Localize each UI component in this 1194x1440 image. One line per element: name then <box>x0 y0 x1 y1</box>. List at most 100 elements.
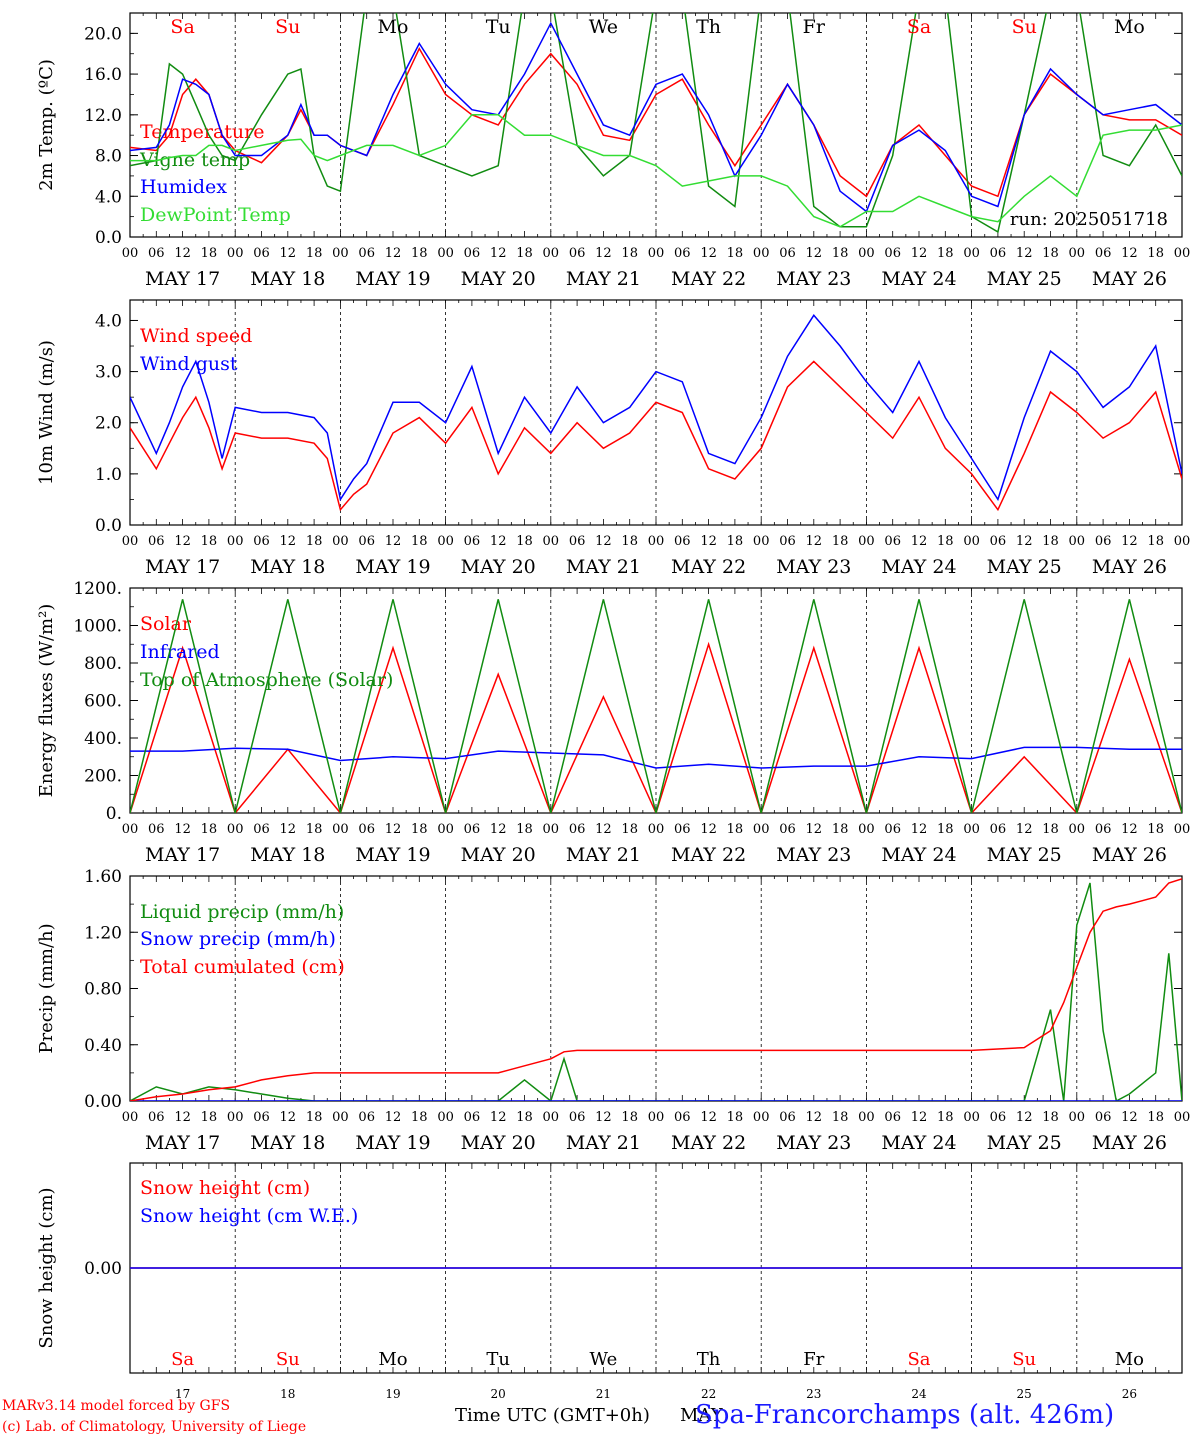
hour-tick-label: 18 <box>411 246 428 261</box>
hour-tick-label: 00 <box>753 822 770 837</box>
hour-tick-label: 06 <box>253 534 270 549</box>
hour-tick-label: 00 <box>753 534 770 549</box>
hour-tick-label: 00 <box>332 534 349 549</box>
y-tick-label: 0.80 <box>84 980 122 1000</box>
hour-tick-label: 00 <box>648 822 665 837</box>
date-label: MAY 20 <box>461 556 536 578</box>
hour-tick-label: 06 <box>674 1110 691 1125</box>
hour-tick-label: 18 <box>1042 246 1059 261</box>
hour-tick-label: 12 <box>280 534 297 549</box>
hour-tick-label: 18 <box>411 822 428 837</box>
hour-tick-label: 12 <box>806 822 823 837</box>
weekday-label: Mo <box>378 1349 407 1370</box>
hour-tick-label: 12 <box>280 1110 297 1125</box>
footer-lab-credit: (c) Lab. of Climatology, University of L… <box>2 1419 307 1435</box>
date-label: MAY 23 <box>776 1132 851 1154</box>
y-tick-label: 1000. <box>73 617 122 637</box>
hour-tick-label: 12 <box>280 246 297 261</box>
weekday-label: Fr <box>803 16 826 38</box>
hour-tick-label: 06 <box>779 822 796 837</box>
series-line-total-cumulated-cm- <box>130 878 1182 1101</box>
hour-tick-label: 00 <box>332 822 349 837</box>
hour-tick-label: 12 <box>385 534 402 549</box>
hour-tick-label: 00 <box>437 534 454 549</box>
weekday-label: Tu <box>486 16 511 38</box>
hour-tick-label: 06 <box>884 822 901 837</box>
date-label: MAY 26 <box>1092 1132 1167 1154</box>
hour-tick-label: 18 <box>621 246 638 261</box>
y-tick-label: 0.40 <box>84 1036 122 1056</box>
hour-tick-label: 18 <box>937 1110 954 1125</box>
date-label: MAY 17 <box>145 268 220 290</box>
hour-tick-label: 18 <box>306 1110 323 1125</box>
hour-tick-label: 12 <box>385 822 402 837</box>
hour-tick-label: 06 <box>884 534 901 549</box>
weekday-label: Su <box>1012 16 1037 38</box>
series-line-infrared <box>130 746 1182 769</box>
y-tick-label: 0.0 <box>95 228 122 248</box>
hour-tick-label: 12 <box>385 246 402 261</box>
hour-tick-label: 18 <box>832 246 849 261</box>
weekday-label: Su <box>276 1349 300 1370</box>
date-label: MAY 21 <box>566 268 641 290</box>
date-label: MAY 25 <box>987 1132 1062 1154</box>
hour-tick-label: 12 <box>385 1110 402 1125</box>
legend-entry: Wind speed <box>140 325 252 347</box>
hour-tick-label: 00 <box>963 1110 980 1125</box>
hour-tick-label: 06 <box>1095 1110 1112 1125</box>
hour-tick-label: 06 <box>358 246 375 261</box>
hour-tick-label: 12 <box>490 534 507 549</box>
y-axis-label: Precip (mm/h) <box>36 923 57 1053</box>
hour-tick-label: 18 <box>621 1110 638 1125</box>
legend-entry: Top of Atmosphere (Solar) <box>140 669 393 691</box>
hour-tick-label: 06 <box>674 822 691 837</box>
hour-tick-label: 18 <box>1042 534 1059 549</box>
legend-entry: Wind gust <box>140 353 238 375</box>
hour-tick-label: 18 <box>1147 534 1164 549</box>
hour-tick-label: 12 <box>700 822 717 837</box>
date-label: MAY 20 <box>461 1132 536 1154</box>
legend-entry: DewPoint Temp <box>140 204 291 226</box>
hour-tick-label: 06 <box>1095 246 1112 261</box>
hour-tick-label: 06 <box>990 246 1007 261</box>
hour-tick-label: 18 <box>306 246 323 261</box>
hour-tick-label: 18 <box>516 534 533 549</box>
hour-tick-label: 12 <box>595 1110 612 1125</box>
hour-tick-label: 06 <box>1095 822 1112 837</box>
legend-entry: Total cumulated (cm) <box>140 956 345 978</box>
series-line-liquid-precip-mm-h- <box>130 882 1182 1101</box>
hour-tick-label: 00 <box>963 246 980 261</box>
hour-tick-label: 06 <box>569 246 586 261</box>
hour-tick-label: 00 <box>332 1110 349 1125</box>
date-label: MAY 22 <box>671 556 746 578</box>
hour-tick-label: 18 <box>1147 1110 1164 1125</box>
date-label: MAY 26 <box>1092 556 1167 578</box>
date-label: MAY 18 <box>250 1132 325 1154</box>
hour-tick-label: 00 <box>1069 1110 1086 1125</box>
hour-tick-label: 06 <box>779 1110 796 1125</box>
hour-tick-label: 18 <box>832 1110 849 1125</box>
weekday-label: Sa <box>170 16 194 38</box>
day-number-label: 20 <box>491 1387 506 1401</box>
hour-tick-label: 06 <box>569 534 586 549</box>
y-tick-label: 200. <box>84 767 122 787</box>
hour-tick-label: 06 <box>990 1110 1007 1125</box>
y-tick-label: 1.20 <box>84 923 122 943</box>
y-tick-label: 0. <box>106 804 122 824</box>
hour-tick-label: 00 <box>1174 246 1191 261</box>
hour-tick-label: 00 <box>753 1110 770 1125</box>
weekday-label: Sa <box>171 1349 194 1370</box>
date-label: MAY 25 <box>987 556 1062 578</box>
hour-tick-label: 18 <box>411 1110 428 1125</box>
hour-tick-label: 18 <box>832 822 849 837</box>
date-label: MAY 23 <box>776 268 851 290</box>
y-tick-label: 1200. <box>73 579 122 599</box>
hour-tick-label: 00 <box>122 822 139 837</box>
day-number-label: 24 <box>911 1387 927 1401</box>
hour-tick-label: 12 <box>174 822 191 837</box>
hour-tick-label: 06 <box>148 246 165 261</box>
weekday-label: Mo <box>378 16 409 38</box>
hour-tick-label: 12 <box>490 822 507 837</box>
hour-tick-label: 00 <box>122 246 139 261</box>
